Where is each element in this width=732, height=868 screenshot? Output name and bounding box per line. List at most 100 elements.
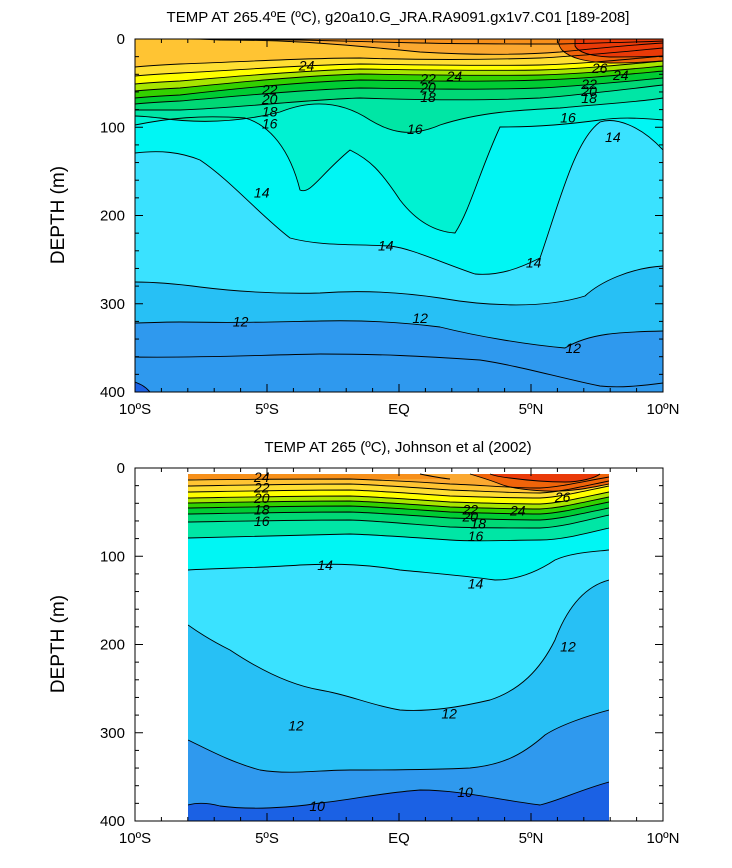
y-tick-label: 100 — [100, 119, 125, 136]
contour-label: 14 — [468, 576, 484, 592]
contour-label: 22 — [461, 501, 478, 517]
contour-label: 24 — [298, 57, 315, 73]
contour-line-14 — [188, 527, 609, 542]
x-tick-label: EQ — [388, 830, 410, 847]
x-tick-label: EQ — [388, 401, 410, 418]
contour-label: 12 — [565, 340, 581, 356]
contour-line-17 — [135, 84, 663, 111]
contour-line-18 — [135, 77, 663, 105]
fill-band-25-26 — [188, 474, 450, 479]
contour-line-20 — [188, 485, 609, 499]
panel-bottom-contour-lines — [188, 473, 609, 809]
contour-label: 18 — [420, 89, 436, 105]
contour-line-12 — [188, 579, 609, 711]
contour-line-11 — [188, 709, 609, 773]
y-tick-label: 100 — [100, 548, 125, 565]
contour-line-19 — [135, 70, 663, 99]
contour-line-15 — [188, 514, 609, 529]
contour-line-15 — [135, 116, 663, 234]
panel-bottom-title: TEMP AT 265 (ºC), Johnson et al (2002) — [264, 439, 531, 456]
contour-label: 22 — [253, 479, 270, 495]
panel-top: TEMP AT 265.4ºE (ºC), g20a10.G_JRA.RA909… — [48, 9, 680, 418]
contour-line-18 — [188, 496, 609, 510]
panel-top-ylabel: DEPTH (m) — [48, 166, 69, 264]
contour-label: 26 — [554, 489, 571, 505]
contour-line-26 — [558, 39, 663, 64]
x-tick-label: 5ºN — [519, 401, 544, 418]
contour-label: 14 — [317, 557, 333, 573]
contour-line-14 — [135, 120, 663, 275]
panel-bottom-contour-fills — [188, 474, 609, 821]
y-tick-label: 200 — [100, 637, 125, 654]
x-tick-label: 10ºS — [119, 401, 151, 418]
contour-label: 10 — [457, 784, 473, 800]
contour-label: 16 — [254, 513, 270, 529]
contour-line-12 — [135, 320, 663, 349]
contour-line-23 — [135, 47, 663, 68]
y-tick-label: 200 — [100, 208, 125, 225]
panel-top-contour-lines — [135, 39, 663, 392]
contour-line-19 — [188, 491, 609, 505]
x-tick-label: 10ºS — [119, 830, 151, 847]
contour-label: 16 — [407, 121, 423, 137]
contour-label: 16 — [468, 528, 484, 544]
contour-line-27 — [574, 39, 663, 58]
contour-line-27 — [489, 473, 601, 483]
x-tick-label: 5ºS — [255, 830, 279, 847]
panel-top-title: TEMP AT 265.4ºE (ºC), g20a10.G_JRA.RA909… — [167, 9, 630, 26]
contour-line-24 — [419, 473, 451, 480]
contour-label: 24 — [253, 469, 270, 485]
panel-top-axes: 10ºS 5ºS EQ 5ºN 10ºN 0 100 200 300 400 — [100, 31, 680, 418]
panel-bottom-axes: 10ºS 5ºS EQ 5ºN 10ºN 0 100 200 300 400 — [100, 460, 680, 847]
y-tick-label: 0 — [117, 31, 125, 48]
contour-label: 22 — [419, 71, 436, 87]
contour-label: 22 — [580, 76, 597, 92]
contour-label: 18 — [262, 103, 278, 119]
contour-line-16 — [188, 507, 609, 521]
contour-label: 20 — [461, 509, 478, 525]
contour-line-21 — [135, 60, 663, 85]
contour-label: 12 — [288, 718, 304, 734]
x-tick-label: 10ºN — [647, 401, 680, 418]
contour-line-11 — [135, 353, 663, 388]
y-tick-label: 400 — [100, 384, 125, 401]
contour-label: 14 — [254, 185, 270, 201]
contour-line-20 — [135, 65, 663, 92]
contour-label: 20 — [261, 91, 278, 107]
y-tick-label: 400 — [100, 813, 125, 830]
contour-label: 24 — [612, 67, 629, 83]
fill-band-27-28 — [575, 39, 663, 57]
contour-label: 12 — [233, 313, 249, 329]
contour-label: 14 — [605, 129, 621, 145]
contour-label: 26 — [591, 60, 608, 76]
contour-line-22 — [188, 476, 609, 489]
contour-label: 12 — [560, 638, 576, 654]
contour-label: 10 — [309, 798, 325, 814]
contour-label: 22 — [261, 81, 278, 97]
panel-bottom-ylabel: DEPTH (m) — [48, 595, 69, 693]
contour-line-13 — [135, 265, 663, 306]
contour-label: 12 — [441, 705, 457, 721]
contour-line-21 — [188, 480, 609, 494]
contour-label: 20 — [419, 80, 436, 96]
contour-line-13 — [188, 549, 609, 581]
contour-label: 24 — [509, 502, 526, 518]
panel-bottom: TEMP AT 265 (ºC), Johnson et al (2002) — [48, 439, 680, 847]
contour-label: 14 — [378, 238, 394, 254]
contour-line-16 — [135, 97, 663, 133]
contour-label: 18 — [254, 501, 270, 517]
x-tick-label: 10ºN — [647, 830, 680, 847]
contour-label: 18 — [581, 90, 597, 106]
fill-band-27-28 — [490, 474, 600, 482]
contour-line-26 — [469, 473, 609, 492]
contour-label: 14 — [526, 254, 542, 270]
contour-label: 16 — [262, 116, 278, 132]
contour-label: 12 — [412, 310, 428, 326]
contour-label: 24 — [446, 68, 463, 84]
contour-line-22 — [135, 55, 663, 77]
fill-band-25-26 — [190, 39, 663, 44]
y-tick-label: 300 — [100, 725, 125, 742]
contour-label: 16 — [560, 110, 576, 126]
